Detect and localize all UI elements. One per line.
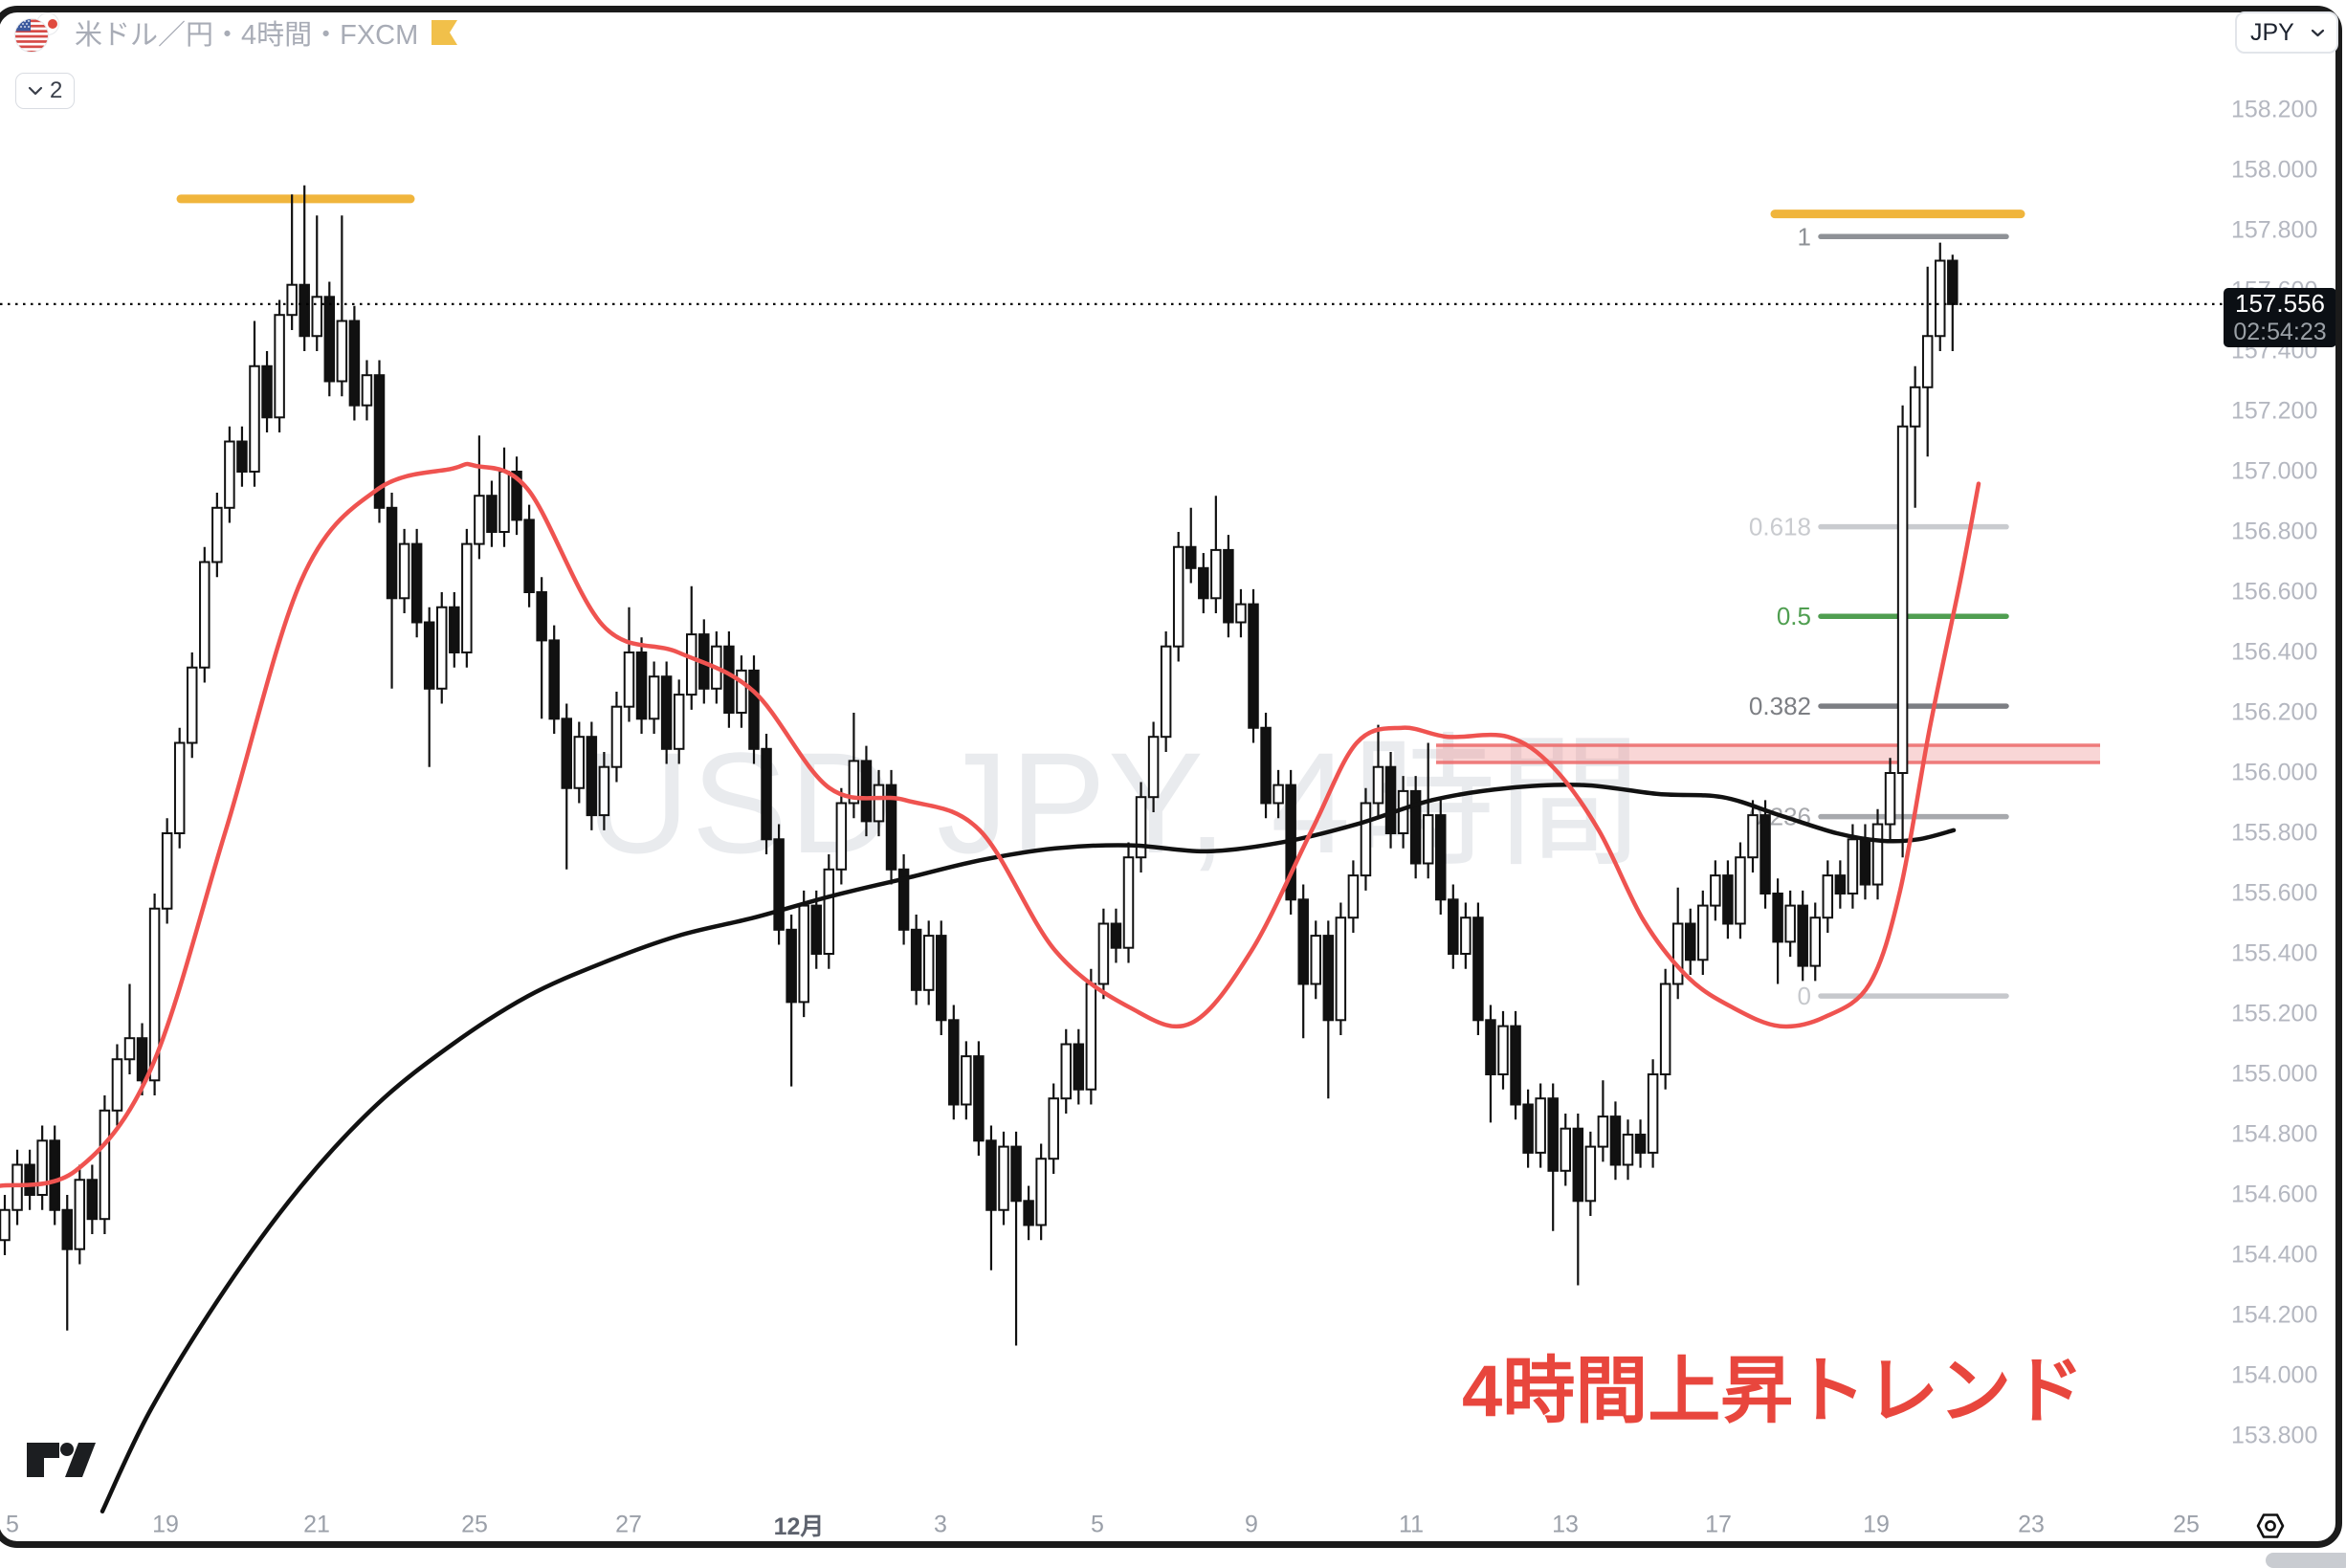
price-axis-label: 155.200: [2231, 1000, 2318, 1027]
time-axis-label: 3: [934, 1511, 947, 1538]
ma-red-ma-line[interactable]: [0, 461, 1981, 1188]
currency-pair-flag-icon: [14, 12, 59, 53]
hidden-indicator-count: 2: [50, 77, 63, 103]
time-axis-label: 9: [1245, 1511, 1258, 1538]
time-axis-label: 21: [303, 1511, 330, 1538]
current-price-value: 157.556: [2235, 289, 2325, 319]
currency-selector-dropdown[interactable]: JPY: [2235, 11, 2338, 54]
price-axis-label: 158.200: [2231, 96, 2318, 123]
price-axis-label: 157.000: [2231, 457, 2318, 485]
symbol-header: 米ドル／円・4時間・FXCM: [13, 11, 458, 54]
price-axis-label: 154.200: [2231, 1301, 2318, 1329]
price-axis-label: 154.600: [2231, 1181, 2318, 1208]
time-axis-label: 11: [1399, 1511, 1424, 1538]
ma-black-ma-line[interactable]: [100, 783, 1957, 1513]
collapse-indicators-button[interactable]: 2: [15, 73, 76, 109]
price-axis-label: 156.000: [2231, 759, 2318, 786]
price-axis-label: 157.800: [2231, 216, 2318, 244]
price-axis-label: 157.200: [2231, 397, 2318, 425]
price-axis-label: 156.600: [2231, 578, 2318, 606]
svg-text:0: 0: [1798, 982, 1811, 1010]
time-axis-label: 5: [1091, 1511, 1104, 1538]
price-axis-label: 158.000: [2231, 156, 2318, 184]
time-axis-label: 25: [461, 1511, 488, 1538]
price-axis-label: 156.800: [2231, 518, 2318, 545]
time-axis-label: 19: [152, 1511, 179, 1538]
time-axis-label: 5: [6, 1511, 19, 1538]
time-axis-label: 25: [2173, 1511, 2200, 1538]
price-axis-label: 156.200: [2231, 698, 2318, 726]
time-axis-label: 13: [1552, 1511, 1579, 1538]
current-price-label: 157.556 02:54:23: [2224, 288, 2336, 347]
trend-annotation-text[interactable]: 4時間上昇トレンド: [1462, 1351, 2085, 1432]
gear-icon[interactable]: [2254, 1512, 2287, 1540]
candlestick-series: [0, 185, 1959, 1346]
price-axis-label: 155.000: [2231, 1060, 2318, 1088]
chevron-down-icon: [2311, 29, 2325, 36]
svg-text:0.382: 0.382: [1749, 692, 1811, 720]
time-axis-label: 17: [1705, 1511, 1732, 1538]
yellow-resistance-lines[interactable]: [176, 194, 2025, 219]
bookmark-flag-icon[interactable]: [430, 18, 458, 47]
price-axis-label: 154.800: [2231, 1120, 2318, 1148]
currency-selector-value: JPY: [2250, 18, 2294, 46]
svg-text:0.5: 0.5: [1777, 602, 1811, 630]
price-axis-label: 154.000: [2231, 1361, 2318, 1389]
svg-text:1: 1: [1798, 222, 1811, 251]
time-axis-label: 12月: [773, 1513, 825, 1540]
chevron-down-icon: [28, 86, 43, 96]
price-axis-label: 155.400: [2231, 939, 2318, 967]
price-axis-label: 154.400: [2231, 1241, 2318, 1269]
symbol-title[interactable]: 米ドル／円・4時間・FXCM: [75, 20, 419, 51]
time-axis-label: 27: [615, 1511, 642, 1538]
time-axis[interactable]: 5 19 21 25 27 12月 3 5 9 11 13 17 19 23 25: [0, 1504, 2346, 1546]
price-axis-label: 155.600: [2231, 879, 2318, 907]
svg-text:0.618: 0.618: [1749, 513, 1811, 541]
price-axis-label: 156.400: [2231, 638, 2318, 666]
bar-countdown: 02:54:23: [2233, 318, 2327, 345]
tradingview-logo[interactable]: [25, 1433, 105, 1479]
price-scale[interactable]: 158.200158.000157.800157.600157.400157.2…: [2222, 57, 2340, 1512]
time-axis-label: 23: [2018, 1511, 2045, 1538]
price-axis-label: 153.800: [2231, 1422, 2318, 1449]
time-axis-label: 19: [1863, 1511, 1890, 1538]
pink-supply-zone[interactable]: [1436, 743, 2100, 764]
price-axis-label: 155.800: [2231, 819, 2318, 847]
